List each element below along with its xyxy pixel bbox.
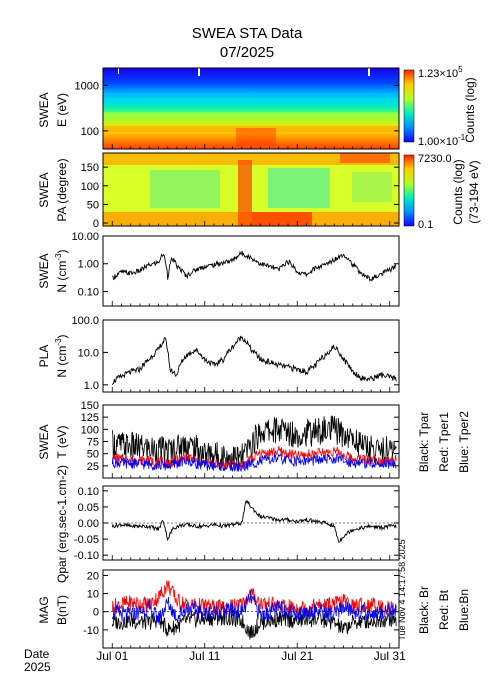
panel-swea-density: SWEA N (cm-3) <box>37 249 69 292</box>
pla-n-ylabel-1: PLA <box>37 345 51 368</box>
mag-legend-2: Red: Bt <box>437 589 451 630</box>
pa-ylabel-2: PA (degree) <box>55 158 69 221</box>
swea-n-ytick-label-1: 1.00 <box>78 259 99 271</box>
qpar-ytick-label-1: 0.05 <box>78 502 99 514</box>
mag-ytick-label-2: 0 <box>93 607 99 619</box>
swea-n-series-0 <box>112 250 397 282</box>
x-tick-label-1: Jul 11 <box>189 649 220 663</box>
swea-n-frame <box>102 235 400 307</box>
date-label-2: 2025 <box>24 660 51 674</box>
energy-colorbar-min: 1.00×10-1 <box>418 133 466 148</box>
pa-colorbar-title-1: Counts (log) <box>451 159 465 224</box>
pla-n-ylabel-2: N (cm-3) <box>54 334 69 377</box>
pla-n-frame <box>102 319 400 393</box>
mag-legend-3: Blue:Bn <box>457 589 471 631</box>
pa-spectrogram-green-1 <box>150 170 220 208</box>
spec-pa-ytick-label-0: 150 <box>81 162 99 174</box>
pla-n-series-0 <box>111 335 397 386</box>
mag-legend-1: Black: Br <box>417 586 431 634</box>
mag-series-1 <box>111 579 397 616</box>
pla-n-ytick-label-2: 1.0 <box>84 380 99 392</box>
swea-n-ylabel-2: N (cm-3) <box>54 249 69 292</box>
swea-t-ytick-label-5: 25 <box>87 461 99 473</box>
energy-spectrogram-event <box>236 128 276 146</box>
chart-marks: 100010015010050010.001.000.10100.010.01.… <box>71 80 406 663</box>
swea-t-legend-2: Red: Tper1 <box>437 412 451 472</box>
qpar-ylabel: Qpar (erg.sec-1.cm-2) <box>55 465 69 583</box>
spec-pa-ytick-label-1: 100 <box>81 181 99 193</box>
spec-e-ytick-label-0: 1000 <box>75 80 99 92</box>
swea-n-ytick-label-0: 10.00 <box>71 231 99 243</box>
pa-colorbar: 7230.0 0.1 Counts (log) (73-194 eV) <box>403 153 481 231</box>
mag-ytick-label-1: 10 <box>87 589 99 601</box>
spec-pa-ytick-label-3: 0 <box>93 218 99 230</box>
energy-ylabel-1: SWEA <box>37 92 51 127</box>
pla-n-ytick-label-0: 100.0 <box>71 315 99 327</box>
pla-n-ytick-label-1: 10.0 <box>78 347 99 359</box>
swea-n-ylabel-1: SWEA <box>37 253 51 288</box>
swea-t-ytick-label-0: 150 <box>81 400 99 412</box>
pa-spectrogram-green-3 <box>352 172 392 202</box>
panel-pitch-angle-spectrogram: SWEA PA (degree) 7230.0 0.1 Counts (log)… <box>37 152 481 231</box>
chart-title: SWEA STA Data <box>192 25 303 42</box>
pa-spectrogram-red-top <box>340 153 390 163</box>
swea-t-ytick-label-4: 50 <box>87 449 99 461</box>
panel-pla-density: PLA N (cm-3) <box>37 334 69 377</box>
swea-t-legend-1: Black: Tpar <box>417 412 431 472</box>
energy-spectrogram-gap-3 <box>118 68 119 74</box>
panel-magnetic-field: MAG B(nT) Black: Br Red: Bt Blue:Bn <box>37 586 471 634</box>
mag-ytick-label-0: 20 <box>87 570 99 582</box>
energy-ylabel-2: E (eV) <box>55 93 69 127</box>
energy-spectrogram-image <box>103 68 399 149</box>
energy-spectrogram-band-1 <box>103 126 399 132</box>
energy-colorbar: 1.23×105 1.00×10-1 Counts (log) <box>403 65 477 148</box>
swea-t-ytick-label-2: 100 <box>81 424 99 436</box>
swea-t-series-2 <box>111 453 397 473</box>
swea-t-ytick-label-3: 75 <box>87 437 99 449</box>
swea-t-ylabel-2: T (eV) <box>55 425 69 458</box>
spec-e-ytick-label-1: 100 <box>81 126 99 138</box>
panel-energy-spectrogram: SWEA E (eV) 1.23×105 1.00×10-1 Counts (l… <box>37 65 477 150</box>
pa-colorbar-scale <box>403 154 415 227</box>
pa-spectrogram-green-2 <box>268 168 330 208</box>
swea-t-ytick-label-1: 125 <box>81 412 99 424</box>
pa-colorbar-title-2: (73-194 eV) <box>467 160 481 223</box>
energy-colorbar-scale <box>403 69 415 143</box>
qpar-ytick-label-2: 0.00 <box>78 518 99 530</box>
chart-subtitle: 07/2025 <box>220 44 274 61</box>
mag-ytick-label-3: -10 <box>83 625 99 637</box>
swea-t-ylabel-1: SWEA <box>37 424 51 459</box>
panel-heat-flux: Qpar (erg.sec-1.cm-2) <box>55 465 69 583</box>
spec-pa-ytick-label-2: 50 <box>87 199 99 211</box>
swea-t-legend-3: Blue: Tper2 <box>457 411 471 473</box>
qpar-ytick-label-0: 0.10 <box>78 486 99 498</box>
energy-colorbar-title: Counts (log) <box>463 77 477 142</box>
x-tick-label-0: Jul 01 <box>96 649 128 663</box>
mag-ylabel-2: B(nT) <box>55 595 69 625</box>
x-tick-label-3: Jul 31 <box>374 649 406 663</box>
qpar-ytick-label-4: -0.10 <box>74 550 99 562</box>
date-label-1: Date <box>24 647 50 661</box>
energy-colorbar-max: 1.23×105 <box>418 65 463 80</box>
pa-spectrogram-red-base <box>252 212 312 226</box>
pa-ylabel-1: SWEA <box>37 172 51 207</box>
qpar-ytick-label-3: -0.05 <box>74 534 99 546</box>
energy-spectrogram-gap-2 <box>368 68 370 76</box>
pa-spectrogram-red-column <box>238 160 252 226</box>
run-timestamp: Tue Nov 4 14:17:58 2025 <box>397 539 407 640</box>
swea-t-series-0 <box>111 415 397 471</box>
qpar-series-0 <box>111 499 397 543</box>
energy-spectrogram-band-2 <box>103 112 399 117</box>
mag-series-0 <box>111 609 397 640</box>
energy-spectrogram-band-3 <box>103 98 399 103</box>
swea-n-ytick-label-2: 0.10 <box>78 286 99 298</box>
panel-swea-temperature: SWEA T (eV) Black: Tpar Red: Tper1 Blue:… <box>37 411 471 473</box>
mag-ylabel-1: MAG <box>37 596 51 623</box>
pa-colorbar-min: 0.1 <box>418 219 433 231</box>
energy-spectrogram-gap-1 <box>198 68 200 76</box>
x-tick-label-2: Jul 21 <box>281 649 313 663</box>
pa-spectrogram-top-band <box>103 153 399 165</box>
pa-colorbar-max: 7230.0 <box>418 153 452 165</box>
